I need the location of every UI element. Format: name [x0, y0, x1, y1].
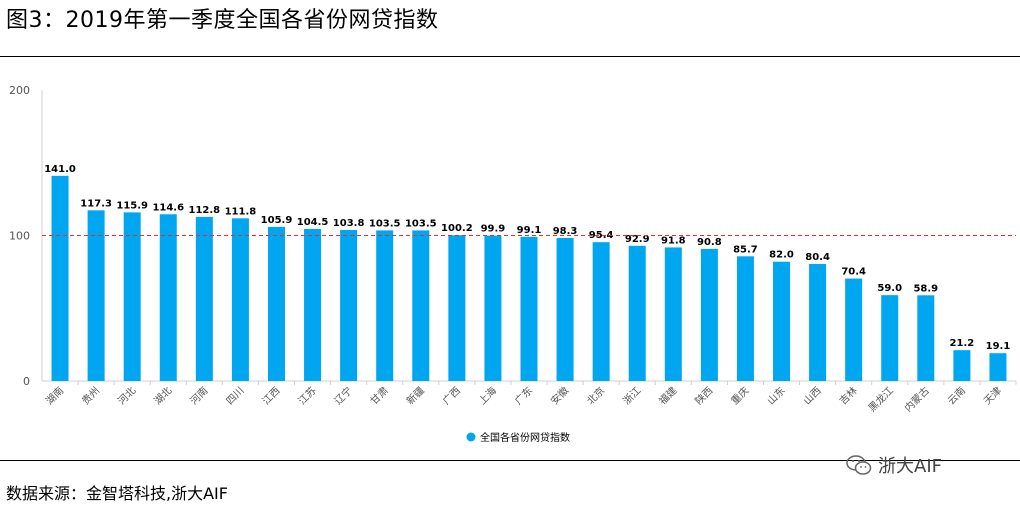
bar — [412, 230, 430, 381]
bar — [736, 256, 754, 381]
x-tick-label: 安徽 — [548, 384, 571, 407]
bar-value-label: 105.9 — [261, 215, 293, 226]
bar — [700, 248, 718, 381]
bar-value-label: 92.9 — [625, 234, 650, 245]
x-tick-label: 新疆 — [404, 384, 427, 407]
plot-area: 0 100 200 141.0 湖南 117.3 贵州 115.9 河北 114.6 湖北 112.8… — [9, 84, 1017, 444]
bar — [159, 214, 177, 381]
bar — [845, 278, 863, 381]
bar-value-label: 98.3 — [553, 226, 578, 237]
watermark-text: 浙大AIF — [878, 456, 942, 477]
bar-value-label: 111.8 — [225, 206, 257, 217]
bar-value-label: 91.8 — [661, 235, 686, 246]
bar — [773, 261, 791, 381]
bar-value-label: 100.2 — [441, 223, 473, 234]
x-tick-label: 陕西 — [692, 384, 715, 407]
bar-value-label: 82.0 — [769, 250, 794, 261]
bar-value-label: 21.2 — [950, 338, 975, 349]
x-tick-label: 江西 — [260, 385, 283, 408]
bar — [664, 247, 682, 381]
bar — [195, 216, 213, 381]
bar — [267, 226, 285, 381]
legend-marker — [466, 432, 476, 442]
bar — [520, 236, 538, 381]
bar-value-label: 117.3 — [80, 198, 112, 209]
x-tick-label: 辽宁 — [331, 384, 354, 407]
bar-value-label: 99.9 — [481, 224, 506, 235]
x-tick-label: 四川 — [225, 385, 247, 407]
bar — [340, 229, 358, 381]
bar-value-label: 19.1 — [986, 341, 1011, 352]
bar — [51, 175, 69, 381]
page-title: 图3：2019年第一季度全国各省份网贷指数 — [6, 8, 439, 33]
bar-value-label: 85.7 — [733, 244, 758, 255]
bar — [953, 350, 971, 381]
bar — [123, 212, 141, 381]
x-tick-label: 吉林 — [836, 384, 859, 407]
x-tick-label: 福建 — [656, 384, 679, 407]
bar-value-label: 103.8 — [333, 218, 365, 229]
bar-value-label: 58.9 — [913, 283, 938, 294]
bar-value-label: 104.5 — [297, 217, 329, 228]
y-tick-label: 200 — [9, 84, 30, 97]
bar — [376, 230, 394, 381]
bar — [881, 295, 899, 381]
bar-value-label: 114.6 — [152, 202, 184, 213]
x-tick-label: 河北 — [116, 385, 139, 408]
bar — [917, 295, 935, 381]
wechat-icon — [846, 455, 872, 475]
bar-value-label: 90.8 — [697, 237, 722, 248]
x-tick-label: 广东 — [512, 384, 535, 407]
bar-value-label: 95.4 — [589, 230, 614, 241]
y-tick-label: 0 — [23, 375, 30, 388]
data-source: 数据来源：金智塔科技,浙大AIF — [6, 484, 228, 503]
bar-value-label: 59.0 — [877, 283, 902, 294]
bar — [231, 218, 249, 381]
x-tick-label: 湖北 — [152, 385, 175, 408]
bar-value-label: 141.0 — [44, 164, 76, 175]
x-tick-label: 广西 — [440, 385, 463, 408]
x-tick-label: 云南 — [945, 384, 968, 407]
bar — [556, 237, 574, 381]
x-tick-label: 上海 — [476, 384, 499, 407]
x-tick-label: 内蒙古 — [902, 384, 932, 414]
x-tick-label: 天津 — [981, 385, 1004, 408]
bar — [484, 235, 502, 381]
bar — [304, 228, 322, 381]
bar-value-label: 115.9 — [116, 200, 148, 211]
x-tick-label: 湖南 — [43, 384, 66, 407]
bar-value-label: 112.8 — [189, 205, 221, 216]
bar-value-label: 103.5 — [369, 218, 401, 229]
x-tick-label: 贵州 — [79, 384, 102, 407]
legend-label: 全国各省份网贷指数 — [480, 431, 570, 444]
watermark: 浙大AIF — [846, 452, 942, 478]
bar-value-label: 99.1 — [517, 225, 542, 236]
bar — [989, 353, 1007, 381]
x-tick-label: 重庆 — [728, 384, 751, 407]
bar — [592, 242, 610, 381]
bar-value-label: 103.5 — [405, 218, 437, 229]
bar — [87, 210, 105, 381]
y-tick-label: 100 — [9, 230, 30, 243]
x-tick-label: 黑龙江 — [865, 384, 895, 414]
bar — [809, 264, 827, 381]
x-tick-label: 河南 — [187, 384, 210, 407]
bar — [448, 235, 466, 381]
x-tick-label: 山东 — [764, 384, 787, 407]
x-tick-label: 浙江 — [621, 385, 644, 408]
bar-chart: 0 100 200 141.0 湖南 117.3 贵州 115.9 河北 114.6 湖北 112.8… — [9, 84, 1017, 444]
bar — [628, 245, 646, 381]
footer-divider — [0, 460, 1020, 461]
x-tick-label: 甘肃 — [367, 384, 390, 407]
bar-value-label: 80.4 — [805, 252, 830, 263]
bar-value-label: 70.4 — [841, 267, 866, 278]
x-tick-label: 北京 — [584, 384, 607, 407]
title-divider — [0, 56, 1020, 57]
x-tick-label: 江苏 — [295, 384, 318, 407]
x-tick-label: 山西 — [801, 385, 824, 408]
